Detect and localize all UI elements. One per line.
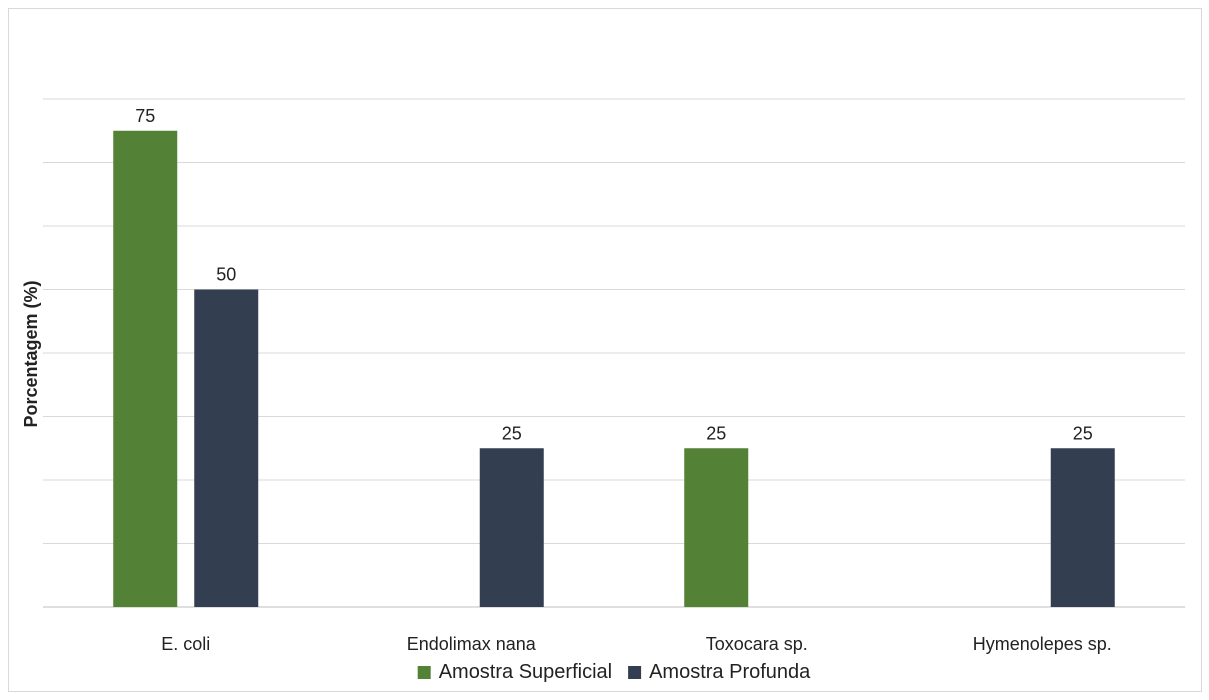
bar-amostra-profunda-4 (1050, 448, 1115, 607)
bar-amostra-superficial-3 (684, 448, 749, 607)
data-label: 50 (216, 265, 236, 285)
data-label: 25 (1073, 423, 1093, 443)
data-label: 25 (502, 423, 522, 443)
x-tick-labels: E. coli Endolimax nana Toxocara sp. Hymenol… (161, 634, 1112, 654)
data-label: 25 (706, 423, 726, 443)
x-tick-label: E. coli (161, 634, 210, 654)
legend-item: Amostra Profunda (628, 661, 811, 683)
bar-amostra-profunda-1 (194, 289, 259, 607)
x-tick-label: Hymenolepes sp. (973, 634, 1112, 654)
legend-label: Amostra Profunda (649, 661, 811, 683)
data-labels: 75 50 25 25 25 (135, 106, 1093, 444)
bar-amostra-superficial-1 (113, 130, 178, 607)
y-axis-title: Porcentagem (%) (21, 280, 41, 427)
x-tick-label: Toxocara sp. (706, 634, 808, 654)
bars (113, 130, 1115, 607)
legend-swatch (417, 666, 431, 679)
bar-amostra-profunda-2 (479, 448, 544, 607)
x-tick-label: Endolimax nana (407, 634, 537, 654)
legend-swatch (628, 666, 642, 679)
legend-item: Amostra Superficial (417, 661, 612, 683)
legend: Amostra Superficial Amostra Profunda (417, 661, 811, 683)
legend-label: Amostra Superficial (439, 661, 612, 683)
data-label: 75 (135, 106, 155, 126)
